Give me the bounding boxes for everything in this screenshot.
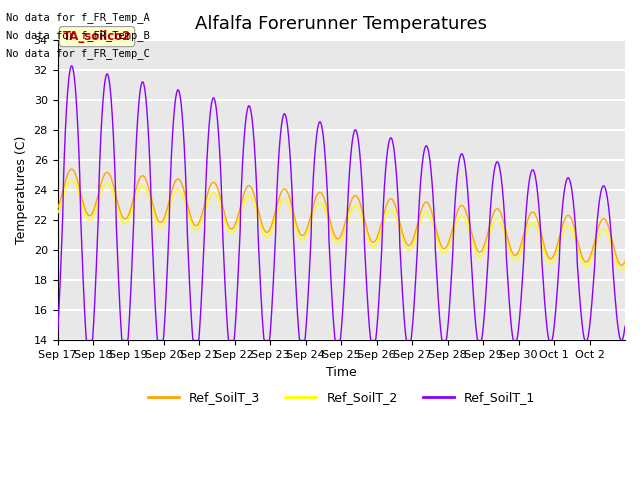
Ref_SoilT_3 bbox=[614, 258, 622, 264]
Ref_SoilT_1 bbox=[317, 119, 324, 125]
Ref_SoilT_2 bbox=[621, 264, 629, 269]
Ref_SoilT_3 bbox=[143, 179, 150, 184]
Ref_SoilT_1 bbox=[54, 331, 61, 337]
Ref_SoilT_3 bbox=[68, 166, 76, 172]
Ref_SoilT_2 bbox=[54, 211, 61, 216]
Text: TA_soilco2: TA_soilco2 bbox=[63, 30, 131, 43]
Line: Ref_SoilT_1: Ref_SoilT_1 bbox=[58, 66, 625, 340]
Ref_SoilT_2 bbox=[476, 254, 483, 260]
Ref_SoilT_1 bbox=[83, 337, 90, 343]
Ref_SoilT_2 bbox=[68, 177, 76, 182]
Ref_SoilT_1 bbox=[614, 327, 622, 333]
Ref_SoilT_2 bbox=[316, 200, 324, 205]
Text: No data for f_FR_Temp_A: No data for f_FR_Temp_A bbox=[6, 12, 150, 23]
Line: Ref_SoilT_3: Ref_SoilT_3 bbox=[58, 169, 625, 265]
Ref_SoilT_2 bbox=[143, 188, 150, 194]
Ref_SoilT_2 bbox=[618, 267, 625, 273]
Ref_SoilT_1 bbox=[476, 337, 484, 343]
Ref_SoilT_3 bbox=[327, 220, 335, 226]
Ref_SoilT_1 bbox=[621, 324, 629, 329]
Legend: Ref_SoilT_3, Ref_SoilT_2, Ref_SoilT_1: Ref_SoilT_3, Ref_SoilT_2, Ref_SoilT_1 bbox=[143, 386, 540, 409]
Ref_SoilT_1 bbox=[327, 279, 335, 285]
Ref_SoilT_3 bbox=[559, 223, 566, 228]
Ref_SoilT_2 bbox=[559, 232, 566, 238]
Ref_SoilT_3 bbox=[316, 189, 324, 195]
Ref_SoilT_3 bbox=[476, 249, 483, 255]
Text: No data for f_FR_Temp_C: No data for f_FR_Temp_C bbox=[6, 48, 150, 60]
Ref_SoilT_1 bbox=[143, 108, 151, 114]
Ref_SoilT_2 bbox=[327, 227, 335, 232]
X-axis label: Time: Time bbox=[326, 366, 356, 379]
Ref_SoilT_1 bbox=[68, 63, 76, 69]
Ref_SoilT_3 bbox=[621, 259, 629, 264]
Text: No data for f_FR_Temp_B: No data for f_FR_Temp_B bbox=[6, 30, 150, 41]
Ref_SoilT_3 bbox=[54, 205, 61, 211]
Ref_SoilT_3 bbox=[618, 263, 625, 268]
Y-axis label: Temperatures (C): Temperatures (C) bbox=[15, 136, 28, 244]
Ref_SoilT_2 bbox=[614, 263, 622, 269]
Title: Alfalfa Forerunner Temperatures: Alfalfa Forerunner Temperatures bbox=[195, 15, 487, 33]
Ref_SoilT_1 bbox=[559, 200, 567, 206]
Line: Ref_SoilT_2: Ref_SoilT_2 bbox=[58, 180, 625, 270]
